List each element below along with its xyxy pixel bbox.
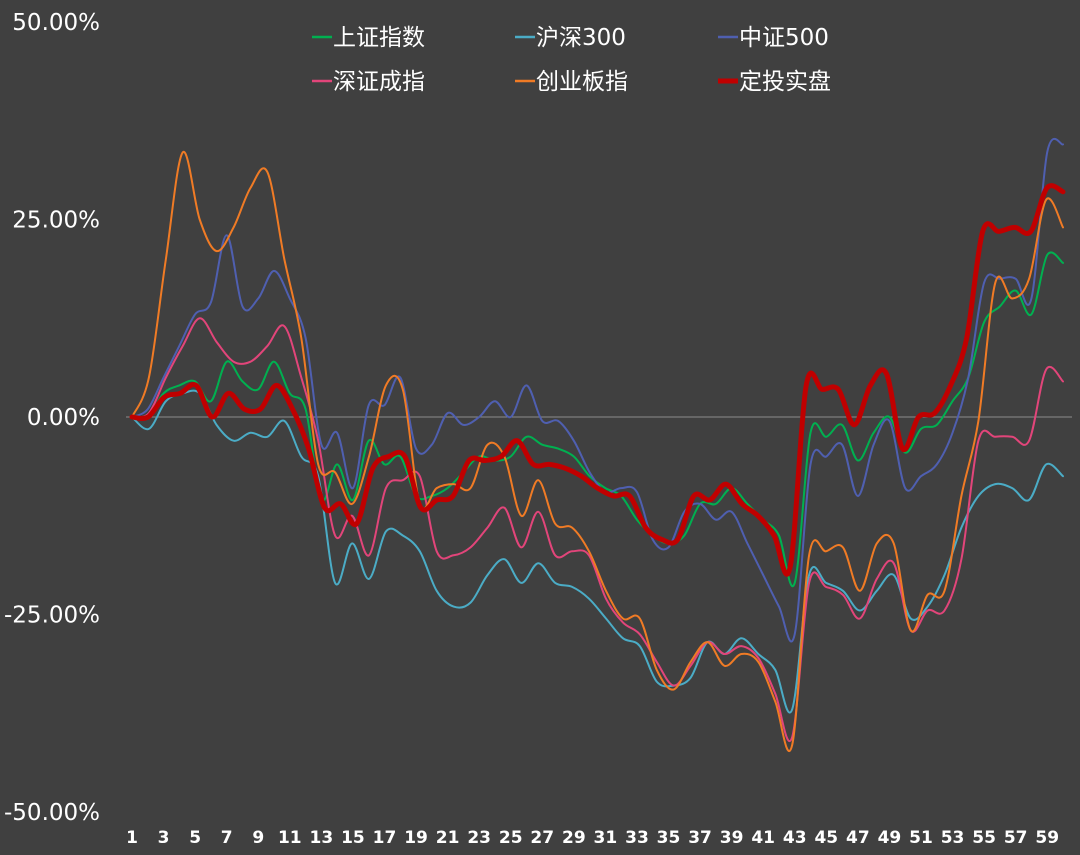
series-line-6 <box>129 183 1066 577</box>
x-axis-ticks: 1 3 5 7 9 11 13 15 17 19 21 23 25 27 29 31 33 35 37 39 41 43 4… <box>126 828 1059 848</box>
x-tick-label: 9 <box>252 828 264 848</box>
y-tick-label: 50.00% <box>12 10 100 36</box>
y-tick-label: 25.00% <box>12 208 100 234</box>
x-tick-label: 41 <box>751 828 775 848</box>
x-tick-label: 47 <box>846 828 870 848</box>
y-tick-label: -25.00% <box>4 603 100 629</box>
x-tick-label: 51 <box>909 828 933 848</box>
x-tick-label: 11 <box>278 828 302 848</box>
x-tick-label: 15 <box>341 828 365 848</box>
x-tick-label: 23 <box>467 828 491 848</box>
x-tick-label: 31 <box>594 828 618 848</box>
x-tick-label: 5 <box>189 828 201 848</box>
x-tick-label: 55 <box>972 828 996 848</box>
x-tick-label: 29 <box>562 828 586 848</box>
x-tick-label: 53 <box>941 828 965 848</box>
x-tick-label: 43 <box>783 828 807 848</box>
x-tick-label: 27 <box>530 828 554 848</box>
legend-label: 中证500 <box>739 25 829 51</box>
series-line-1 <box>131 251 1064 588</box>
x-tick-label: 39 <box>720 828 744 848</box>
x-tick-label: 3 <box>158 828 170 848</box>
legend-label: 深证成指 <box>333 69 425 95</box>
legend-label: 上证指数 <box>333 25 425 51</box>
x-tick-label: 57 <box>1004 828 1028 848</box>
series-line-5 <box>131 151 1064 753</box>
y-tick-label: -50.00% <box>4 800 100 826</box>
x-tick-label: 59 <box>1035 828 1059 848</box>
x-tick-label: 17 <box>373 828 397 848</box>
x-tick-label: 37 <box>688 828 712 848</box>
x-tick-label: 35 <box>657 828 681 848</box>
x-tick-label: 49 <box>878 828 902 848</box>
x-tick-label: 7 <box>221 828 233 848</box>
legend-label: 沪深300 <box>536 25 626 51</box>
legend-label: 定投实盘 <box>739 69 831 95</box>
x-tick-label: 21 <box>436 828 460 848</box>
x-tick-label: 33 <box>625 828 649 848</box>
x-tick-label: 25 <box>499 828 523 848</box>
y-axis-ticks: 50.00% 25.00% 0.00% -25.00% -50.00% <box>4 10 100 826</box>
x-tick-label: 45 <box>814 828 838 848</box>
x-tick-label: 19 <box>404 828 428 848</box>
x-tick-label: 13 <box>310 828 334 848</box>
legend-label: 创业板指 <box>536 69 628 95</box>
y-tick-label: 0.00% <box>27 405 100 431</box>
legend: 上证指数 沪深300 中证500 深证成指 创业板指 定投实盘 <box>312 25 831 95</box>
series-layer <box>129 137 1066 753</box>
x-tick-label: 1 <box>126 828 138 848</box>
